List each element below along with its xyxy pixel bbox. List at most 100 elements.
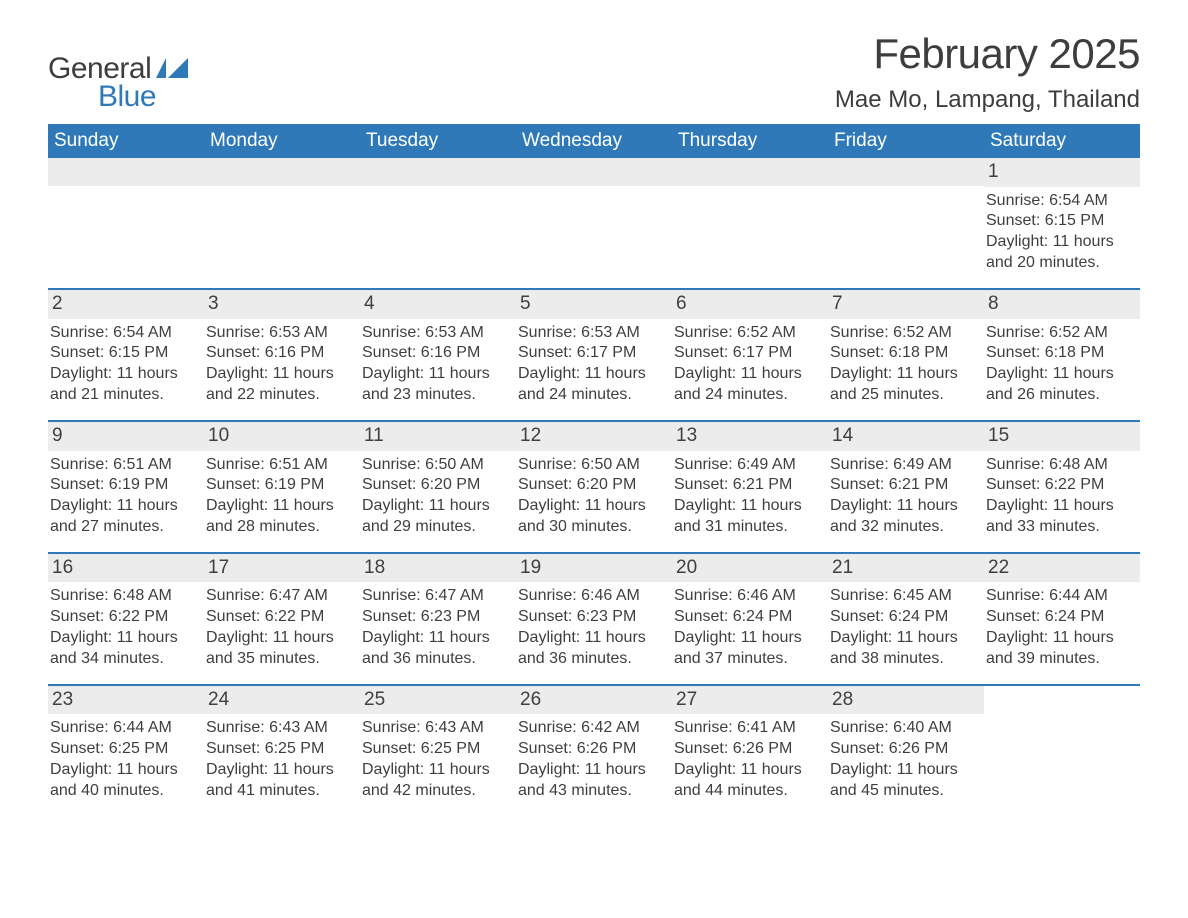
week-row: 23Sunrise: 6:44 AMSunset: 6:25 PMDayligh… [48, 684, 1140, 816]
day-number: 7 [828, 290, 984, 319]
sunset-text: Sunset: 6:25 PM [362, 739, 514, 760]
sunrise-text: Sunrise: 6:53 AM [206, 323, 358, 344]
sunrise-text: Sunrise: 6:41 AM [674, 718, 826, 739]
sunset-text: Sunset: 6:20 PM [518, 475, 670, 496]
day-cell [360, 158, 516, 288]
daylight-text: Daylight: 11 hours and 24 minutes. [674, 364, 826, 406]
day-cell: 19Sunrise: 6:46 AMSunset: 6:23 PMDayligh… [516, 554, 672, 684]
day-cell: 2Sunrise: 6:54 AMSunset: 6:15 PMDaylight… [48, 290, 204, 420]
day-number: 17 [204, 554, 360, 583]
month-title: February 2025 [835, 30, 1140, 78]
sunset-text: Sunset: 6:19 PM [206, 475, 358, 496]
day-cell: 20Sunrise: 6:46 AMSunset: 6:24 PMDayligh… [672, 554, 828, 684]
daylight-text: Daylight: 11 hours and 31 minutes. [674, 496, 826, 538]
day-cell: 5Sunrise: 6:53 AMSunset: 6:17 PMDaylight… [516, 290, 672, 420]
day-number: 23 [48, 686, 204, 715]
sunset-text: Sunset: 6:18 PM [830, 343, 982, 364]
calendar: SundayMondayTuesdayWednesdayThursdayFrid… [48, 124, 1140, 816]
sunrise-text: Sunrise: 6:51 AM [50, 455, 202, 476]
weekday-label: Monday [204, 124, 360, 158]
daylight-text: Daylight: 11 hours and 44 minutes. [674, 760, 826, 802]
day-body: Sunrise: 6:47 AMSunset: 6:23 PMDaylight:… [360, 582, 516, 683]
day-cell [672, 158, 828, 288]
day-body: Sunrise: 6:52 AMSunset: 6:18 PMDaylight:… [984, 319, 1140, 420]
sunset-text: Sunset: 6:25 PM [206, 739, 358, 760]
day-number: 5 [516, 290, 672, 319]
day-cell: 1Sunrise: 6:54 AMSunset: 6:15 PMDaylight… [984, 158, 1140, 288]
sunrise-text: Sunrise: 6:45 AM [830, 586, 982, 607]
sunset-text: Sunset: 6:24 PM [830, 607, 982, 628]
daylight-text: Daylight: 11 hours and 36 minutes. [518, 628, 670, 670]
day-cell: 9Sunrise: 6:51 AMSunset: 6:19 PMDaylight… [48, 422, 204, 552]
sunrise-text: Sunrise: 6:48 AM [986, 455, 1138, 476]
daylight-text: Daylight: 11 hours and 43 minutes. [518, 760, 670, 802]
day-number: 14 [828, 422, 984, 451]
empty-day-header [672, 158, 828, 186]
day-number: 21 [828, 554, 984, 583]
day-number: 26 [516, 686, 672, 715]
weekday-label: Tuesday [360, 124, 516, 158]
sunset-text: Sunset: 6:26 PM [830, 739, 982, 760]
day-number: 2 [48, 290, 204, 319]
week-row: 16Sunrise: 6:48 AMSunset: 6:22 PMDayligh… [48, 552, 1140, 684]
sunrise-text: Sunrise: 6:43 AM [206, 718, 358, 739]
sunrise-text: Sunrise: 6:52 AM [986, 323, 1138, 344]
day-number: 20 [672, 554, 828, 583]
daylight-text: Daylight: 11 hours and 29 minutes. [362, 496, 514, 538]
daylight-text: Daylight: 11 hours and 27 minutes. [50, 496, 202, 538]
sunset-text: Sunset: 6:18 PM [986, 343, 1138, 364]
sunset-text: Sunset: 6:16 PM [206, 343, 358, 364]
day-body: Sunrise: 6:52 AMSunset: 6:17 PMDaylight:… [672, 319, 828, 420]
daylight-text: Daylight: 11 hours and 28 minutes. [206, 496, 358, 538]
daylight-text: Daylight: 11 hours and 21 minutes. [50, 364, 202, 406]
day-body: Sunrise: 6:43 AMSunset: 6:25 PMDaylight:… [360, 714, 516, 815]
daylight-text: Daylight: 11 hours and 26 minutes. [986, 364, 1138, 406]
day-body: Sunrise: 6:47 AMSunset: 6:22 PMDaylight:… [204, 582, 360, 683]
flag-icon [156, 58, 188, 83]
day-cell: 10Sunrise: 6:51 AMSunset: 6:19 PMDayligh… [204, 422, 360, 552]
day-cell [828, 158, 984, 288]
week-row: 1Sunrise: 6:54 AMSunset: 6:15 PMDaylight… [48, 158, 1140, 288]
weekday-header-row: SundayMondayTuesdayWednesdayThursdayFrid… [48, 124, 1140, 158]
day-number: 27 [672, 686, 828, 715]
empty-day-header [48, 158, 204, 186]
daylight-text: Daylight: 11 hours and 30 minutes. [518, 496, 670, 538]
header: General Blue February 2025 Mae Mo, Lampa… [48, 30, 1140, 114]
day-cell: 23Sunrise: 6:44 AMSunset: 6:25 PMDayligh… [48, 686, 204, 816]
sunrise-text: Sunrise: 6:51 AM [206, 455, 358, 476]
sunrise-text: Sunrise: 6:48 AM [50, 586, 202, 607]
day-body: Sunrise: 6:43 AMSunset: 6:25 PMDaylight:… [204, 714, 360, 815]
sunset-text: Sunset: 6:23 PM [518, 607, 670, 628]
sunrise-text: Sunrise: 6:49 AM [830, 455, 982, 476]
day-number: 1 [984, 158, 1140, 187]
day-body: Sunrise: 6:41 AMSunset: 6:26 PMDaylight:… [672, 714, 828, 815]
day-number: 8 [984, 290, 1140, 319]
day-body: Sunrise: 6:49 AMSunset: 6:21 PMDaylight:… [672, 451, 828, 552]
day-cell: 15Sunrise: 6:48 AMSunset: 6:22 PMDayligh… [984, 422, 1140, 552]
sunset-text: Sunset: 6:17 PM [518, 343, 670, 364]
sunrise-text: Sunrise: 6:53 AM [518, 323, 670, 344]
daylight-text: Daylight: 11 hours and 20 minutes. [986, 232, 1138, 274]
day-cell [984, 686, 1140, 816]
daylight-text: Daylight: 11 hours and 45 minutes. [830, 760, 982, 802]
day-body: Sunrise: 6:46 AMSunset: 6:23 PMDaylight:… [516, 582, 672, 683]
day-body: Sunrise: 6:48 AMSunset: 6:22 PMDaylight:… [984, 451, 1140, 552]
day-cell: 17Sunrise: 6:47 AMSunset: 6:22 PMDayligh… [204, 554, 360, 684]
sunset-text: Sunset: 6:17 PM [674, 343, 826, 364]
daylight-text: Daylight: 11 hours and 35 minutes. [206, 628, 358, 670]
daylight-text: Daylight: 11 hours and 36 minutes. [362, 628, 514, 670]
sunrise-text: Sunrise: 6:53 AM [362, 323, 514, 344]
day-cell: 21Sunrise: 6:45 AMSunset: 6:24 PMDayligh… [828, 554, 984, 684]
day-number: 19 [516, 554, 672, 583]
daylight-text: Daylight: 11 hours and 22 minutes. [206, 364, 358, 406]
day-cell: 16Sunrise: 6:48 AMSunset: 6:22 PMDayligh… [48, 554, 204, 684]
brand-logo: General Blue [48, 30, 188, 114]
day-body: Sunrise: 6:52 AMSunset: 6:18 PMDaylight:… [828, 319, 984, 420]
day-number: 25 [360, 686, 516, 715]
week-row: 9Sunrise: 6:51 AMSunset: 6:19 PMDaylight… [48, 420, 1140, 552]
weekday-label: Thursday [672, 124, 828, 158]
day-body: Sunrise: 6:50 AMSunset: 6:20 PMDaylight:… [360, 451, 516, 552]
day-number: 13 [672, 422, 828, 451]
day-number: 3 [204, 290, 360, 319]
sunset-text: Sunset: 6:22 PM [986, 475, 1138, 496]
